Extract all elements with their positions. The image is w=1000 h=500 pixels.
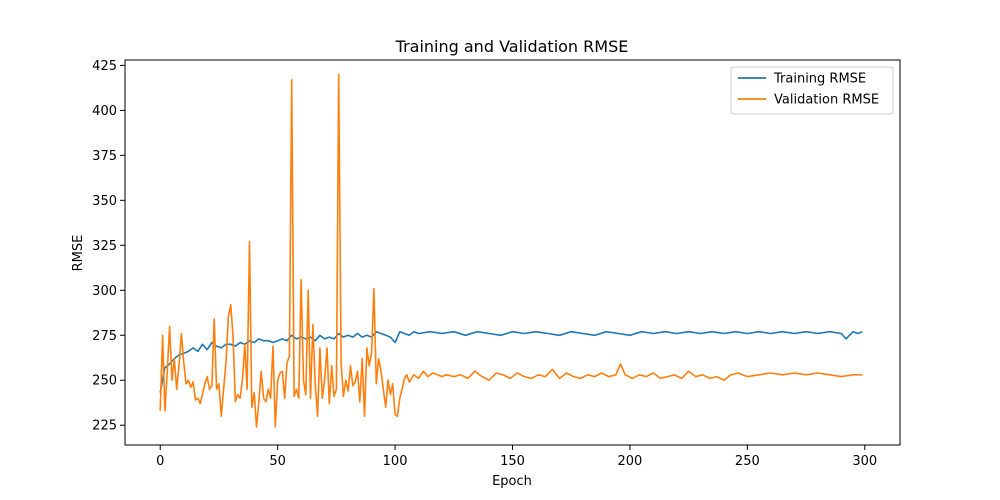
y-tick-label: 375 bbox=[92, 149, 117, 164]
series-line-training bbox=[159, 330, 863, 393]
y-tick-label: 225 bbox=[92, 419, 117, 434]
x-tick-label: 100 bbox=[383, 454, 408, 469]
y-axis: 225 250 275 300 325 350 375 400 425 bbox=[92, 59, 125, 434]
legend-label-validation: Validation RMSE bbox=[774, 93, 879, 108]
legend-label-training: Training RMSE bbox=[773, 72, 866, 87]
x-tick-label: 200 bbox=[618, 454, 643, 469]
y-tick-label: 300 bbox=[92, 284, 117, 299]
y-tick-label: 325 bbox=[92, 239, 117, 254]
y-tick-label: 400 bbox=[92, 104, 117, 119]
x-tick-label: 150 bbox=[500, 454, 525, 469]
y-axis-label: RMSE bbox=[71, 235, 86, 272]
plot-area bbox=[159, 73, 863, 428]
legend: Training RMSE Validation RMSE bbox=[730, 66, 894, 115]
x-tick-label: 300 bbox=[852, 454, 877, 469]
y-tick-label: 350 bbox=[92, 194, 117, 209]
legend-box bbox=[730, 66, 894, 115]
x-axis: 0 50 100 150 200 250 300 bbox=[156, 445, 877, 469]
y-tick-label: 275 bbox=[92, 329, 117, 344]
chart-title: Training and Validation RMSE bbox=[395, 37, 629, 56]
y-tick-label: 250 bbox=[92, 374, 117, 389]
x-tick-label: 50 bbox=[269, 454, 286, 469]
x-tick-label: 250 bbox=[735, 454, 760, 469]
series-line-validation bbox=[159, 73, 863, 428]
x-axis-label: Epoch bbox=[492, 474, 532, 489]
y-tick-label: 425 bbox=[92, 59, 117, 74]
x-tick-label: 0 bbox=[156, 454, 164, 469]
